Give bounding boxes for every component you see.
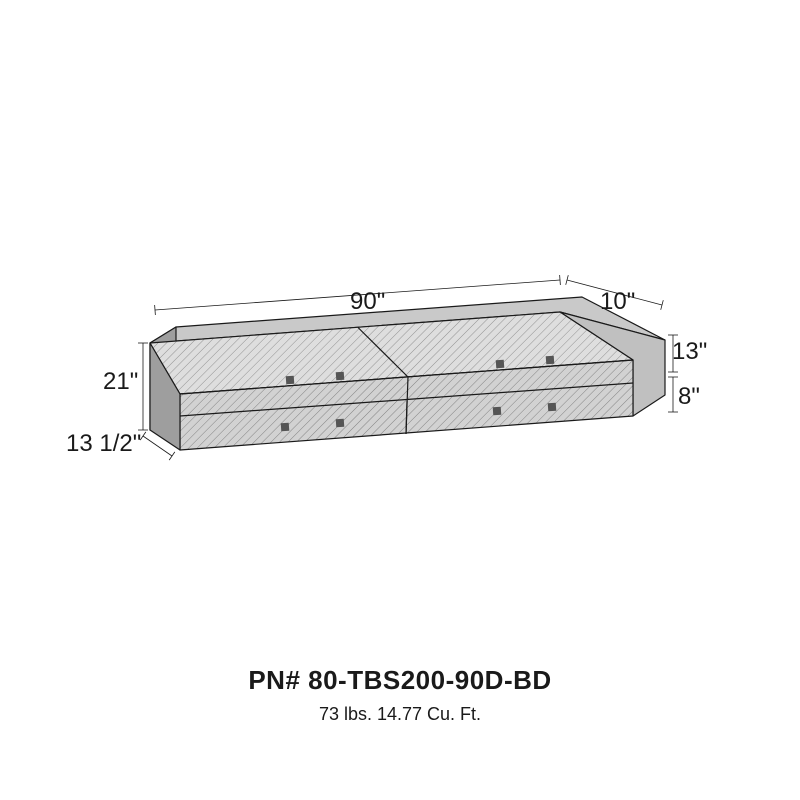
dimension-width: 90" <box>350 288 385 316</box>
spec-line: 73 lbs. 14.77 Cu. Ft. <box>0 704 800 725</box>
dimension-upper-right: 13" <box>672 338 707 366</box>
dimension-lower-right: 8" <box>678 383 700 411</box>
dimension-left-front: 13 1/2" <box>66 430 141 458</box>
dimension-left-height: 21" <box>103 368 138 396</box>
part-number-block: PN# 80-TBS200-90D-BD 73 lbs. 14.77 Cu. F… <box>0 665 800 725</box>
dimension-top-depth: 10" <box>600 288 635 316</box>
part-number: PN# 80-TBS200-90D-BD <box>0 665 800 696</box>
